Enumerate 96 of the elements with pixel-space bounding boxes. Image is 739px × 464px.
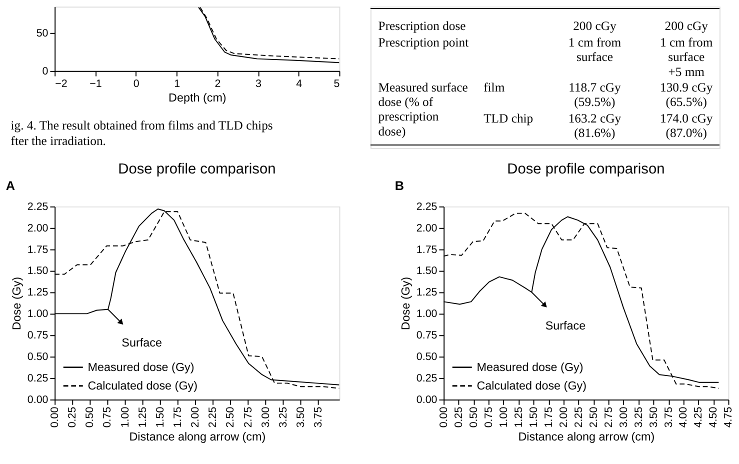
x-tick-label: 0.50 [84,406,96,428]
text: 1 cm from surface [568,36,622,64]
x-tick-label: 1.00 [498,406,510,428]
y-tick-label: 1.25 [416,286,438,299]
x-tick-label: 2.25 [572,406,585,428]
y-tick-label: 2.00 [27,222,48,234]
legend-label: Measured dose (Gy) [476,361,584,374]
y-tick-label: 0.00 [416,394,438,406]
text: 118.7 cGy (59.5%) [568,80,622,110]
x-tick-label: 2.50 [588,406,600,428]
y-tick-label: 0.25 [27,372,48,384]
x-tick-label: 0 [133,78,140,90]
y-axis-title: Dose (Gy) [400,276,413,330]
x-tick-label: 3.75 [312,406,325,428]
text: TLD chip [484,112,534,126]
x-tick-label: 2.75 [242,406,254,428]
x-tick-label: 2.50 [224,406,237,428]
x-tick-label: 1.25 [512,406,525,428]
chart-title: Dose profile comparison [507,161,665,178]
x-tick-label: 0.75 [102,406,114,428]
x-tick-label: 3.25 [632,406,645,428]
chart-title: Dose profile comparison [118,161,276,178]
x-tick-label: 1.00 [119,406,132,428]
x-tick-label: 2.00 [190,406,202,428]
y-axis-title: Dose (Gy) [10,276,24,330]
x-tick-label: 4.00 [678,406,690,428]
x-tick-label: 3.25 [277,406,290,428]
x-tick-label: 5 [334,78,340,90]
text: 200 cGy [573,18,617,33]
text: B [394,178,404,193]
x-tick-label: 0.00 [49,406,62,428]
x-tick-label: 3.00 [618,406,630,428]
text: 174.0 cGy (87.0%) [660,112,714,140]
y-tick-label: 0.75 [416,330,438,342]
annotation: Surface [545,319,586,332]
y-tick-label: 2.25 [27,200,48,213]
x-tick-label: 0.75 [482,406,495,428]
x-tick-label: 1 [174,78,180,90]
y-tick-label: 0.75 [27,330,48,342]
x-tick-label: 1.75 [172,406,184,428]
x-tick-label: 2.00 [558,406,570,428]
x-tick-label: 0.25 [452,406,465,428]
text: 200 cGy [664,18,709,33]
y-tick-label: 2.25 [416,200,438,213]
x-tick-label: 3.00 [260,406,272,428]
x-tick-label: 1.50 [528,406,540,428]
y-tick-label: 0.25 [416,372,438,384]
x-tick-label: 2.25 [207,406,220,428]
y-tick-label: 1.75 [27,244,48,256]
y-tick-label: 0.00 [27,394,48,406]
y-tick-label: 1.50 [416,265,438,278]
x-tick-label: 1.25 [136,406,149,428]
legend-label: Measured dose (Gy) [88,361,194,374]
x-axis-title: Depth (cm) [168,92,226,105]
x-axis-title: Distance along arrow (cm) [129,430,266,444]
annotation: Surface [122,336,162,350]
x-tick-label: 0.00 [438,406,450,428]
x-tick-label: 1.50 [154,406,166,428]
text: 130.9 cGy (65.5%) [660,80,714,110]
text: A [6,178,15,193]
y-tick-label: 1.00 [416,308,438,320]
text: 163.2 cGy (81.6%) [568,112,622,140]
text: Measured surface dose (% of prescription dose) [378,80,468,138]
x-tick-label: 0.25 [66,406,79,428]
y-tick-label: 1.50 [27,265,48,278]
text: Prescription dose [378,18,466,33]
text: 1 cm from surface +5 mm [660,36,713,79]
x-tick-label: 3.50 [648,406,660,428]
y-tick-label: 0 [42,65,48,78]
x-tick-label: 3.75 [662,406,675,428]
x-tick-label: 4.50 [708,406,720,428]
x-tick-label: 4.75 [722,406,735,428]
x-tick-label: −2 [55,78,68,90]
x-axis-title: Distance along arrow (cm) [518,430,655,444]
y-tick-label: 1.75 [416,244,438,256]
y-tick-label: 2.00 [416,222,438,234]
x-tick-label: −1 [90,78,102,90]
x-tick-label: 0.50 [468,406,480,428]
legend-label: Calculated dose (Gy) [88,380,198,393]
x-tick-label: 2.75 [602,406,615,428]
y-tick-label: 50 [36,27,48,40]
text: ig. 4. The result obtained from films and TLD chips [10,118,273,132]
x-tick-label: 3 [255,78,262,90]
text: Prescription point [378,36,470,50]
y-tick-label: 1.00 [27,308,48,320]
x-tick-label: 3.50 [295,406,308,428]
x-tick-label: 1.75 [542,406,555,428]
text: fter the irradiation. [10,134,106,148]
x-tick-label: 4 [296,78,302,90]
y-tick-label: 0.50 [27,351,48,364]
y-tick-label: 1.25 [27,286,48,299]
x-tick-label: 2 [214,78,221,90]
x-tick-label: 4.25 [692,406,705,428]
legend-label: Calculated dose (Gy) [476,380,587,393]
text: film [484,80,505,94]
y-tick-label: 0.50 [416,351,438,364]
